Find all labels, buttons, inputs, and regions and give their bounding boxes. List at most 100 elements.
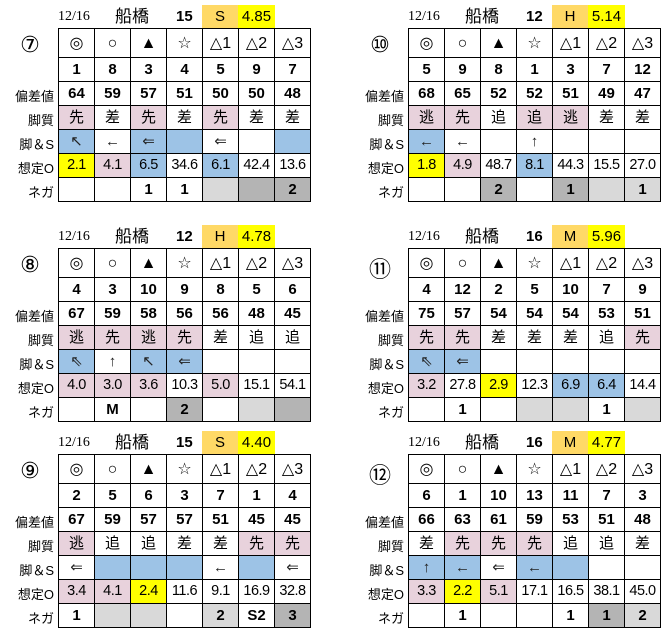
odds-cell: 4.0 [58,373,95,398]
row-label: 脚質 [377,113,404,128]
nega-cell [202,397,239,422]
race-score-badge: 5.96 [588,225,625,248]
race-number: ⑧ [20,252,40,277]
num-cell: 3 [166,483,203,508]
dev-cell: 67 [58,301,95,326]
odds-cell: 54.1 [274,373,311,398]
dev-cell: 68 [408,81,445,106]
row-label: 脚＆S [19,563,54,578]
dev-cell: 51 [624,301,661,326]
race-grade-badge: S [202,5,238,28]
arrow-cell [552,555,589,580]
style-cell: 差 [516,325,553,350]
num-cell: 7 [588,277,625,302]
row-label: 脚＆S [19,357,54,372]
nega-cell [624,397,661,422]
race-panel: 12/16 船橋 12 H 4.78 ⑧ 偏差値 脚質 脚＆S 想定O ネガ ◎ ○ ▲ ☆ △1 △2 △3 4 3… [0,225,323,430]
arrow-cell [238,349,275,374]
odds-cell: 16.5 [552,579,589,604]
num-cell: 10 [480,483,517,508]
race-date: 12/16 [58,229,90,244]
arrow-cell: ← [408,129,445,154]
arrow-cell [588,129,625,154]
marks-cell: △3 [624,28,661,58]
row-label: 脚質 [377,539,404,554]
arrow-cell: ← [444,129,481,154]
row-label: 脚＆S [369,137,404,152]
race-date: 12/16 [58,435,90,450]
dev-cell: 59 [94,507,131,532]
style-cell: 先 [130,105,167,130]
arrow-cell [202,349,239,374]
nega-cell: S2 [238,603,275,628]
row-label: 偏差値 [14,89,54,104]
row-label: 脚質 [27,333,54,348]
table-row-odds: 3.2 27.8 2.9 12.3 6.9 6.4 14.4 [408,373,661,398]
row-label: ネガ [27,611,54,626]
table-row-num: 4 3 10 9 8 5 6 [58,277,311,302]
nega-cell [408,177,445,202]
style-cell: 差 [624,105,661,130]
race-score-badge: 4.77 [588,431,625,454]
num-cell: 10 [552,277,589,302]
nega-cell: 1 [130,177,167,202]
num-cell: 6 [274,277,311,302]
row-label: 脚質 [27,113,54,128]
row-label: 脚＆S [369,357,404,372]
odds-cell: 3.0 [94,373,131,398]
race-date: 12/16 [58,9,90,24]
dev-cell: 48 [624,507,661,532]
num-cell: 7 [588,483,625,508]
odds-cell: 3.3 [408,579,445,604]
nega-cell [480,397,517,422]
row-label: 偏差値 [364,515,404,530]
num-cell: 9 [238,57,275,82]
nega-cell: 2 [274,177,311,202]
field-size: 16 [526,434,543,451]
dev-cell: 51 [202,507,239,532]
table-row-style: 逃追追差差先先 [58,531,311,556]
table-row-marks: ◎ ○ ▲ ☆ △1 △2 △3 [58,248,311,278]
num-cell: 3 [624,483,661,508]
odds-cell: 6.5 [130,153,167,178]
marks-cell: ◎ [58,454,95,484]
odds-cell: 34.6 [166,153,203,178]
dev-cell: 54 [480,301,517,326]
row-label: ネガ [377,185,404,200]
dev-cell: 67 [58,507,95,532]
odds-cell: 2.2 [444,579,481,604]
style-cell: 追 [588,325,625,350]
num-cell: 8 [480,57,517,82]
marks-cell: ◎ [408,248,445,278]
marks-cell: △1 [552,28,589,58]
dev-cell: 48 [238,301,275,326]
nega-cell [408,397,445,422]
style-cell: 差 [202,531,239,556]
dev-cell: 51 [166,81,203,106]
table-row-arrow: ⇖ ⇐ [408,349,661,374]
dev-cell: 57 [130,81,167,106]
table-row-odds: 4.0 3.0 3.6 10.3 5.0 15.1 54.1 [58,373,311,398]
marks-cell: ○ [444,248,481,278]
style-cell: 追 [480,105,517,130]
num-cell: 13 [516,483,553,508]
nega-cell [444,177,481,202]
arrow-cell [624,349,661,374]
num-cell: 5 [202,57,239,82]
num-cell: 3 [552,57,589,82]
row-label: ネガ [377,611,404,626]
race-grade-badge: M [552,225,588,248]
marks-cell: △3 [274,248,311,278]
nega-cell [238,397,275,422]
marks-cell: △3 [624,454,661,484]
nega-cell [516,397,553,422]
style-cell: 先 [166,325,203,350]
race-grade-badge: H [202,225,238,248]
dev-cell: 58 [130,301,167,326]
arrow-cell: ↑ [94,349,131,374]
style-cell: 逃 [130,325,167,350]
table-row-num: 4 12 2 5 10 7 9 [408,277,661,302]
